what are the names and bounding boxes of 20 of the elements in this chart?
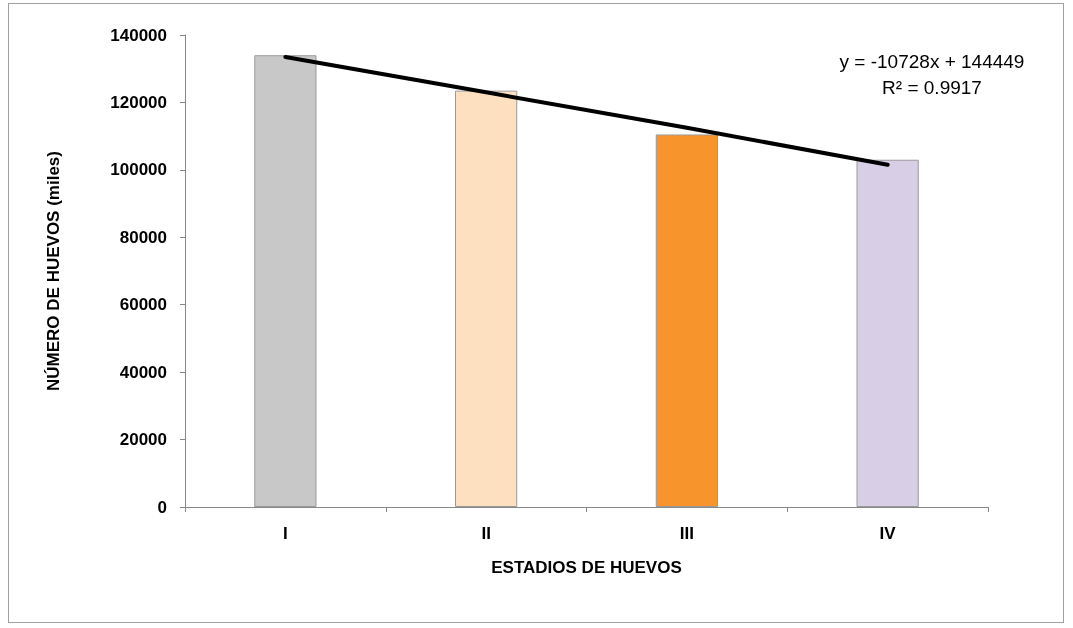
x-tick-label: II (481, 524, 491, 543)
x-tick-label: I (283, 524, 288, 543)
bar (254, 55, 317, 507)
annotation: R² = 0.9917 (882, 77, 982, 98)
bar (655, 134, 718, 507)
x-tick-label: III (679, 524, 694, 543)
y-tick-label: 140000 (110, 25, 167, 45)
y-tick-label: 120000 (110, 92, 167, 112)
annotation: y = -10728x + 144449 (839, 51, 1025, 72)
x-tick-label: IV (879, 524, 897, 543)
y-tick-label: 80000 (119, 227, 167, 247)
y-tick-label: 0 (157, 497, 167, 517)
y-axis-title: NÚMERO DE HUEVOS (miles) (44, 151, 63, 391)
y-tick-label: 60000 (119, 295, 167, 315)
bar (455, 90, 518, 507)
bar (856, 159, 919, 507)
x-axis-title: ESTADIOS DE HUEVOS (491, 558, 682, 577)
y-tick-label: 40000 (119, 362, 167, 382)
y-tick-label: 100000 (110, 160, 167, 180)
y-tick-label: 20000 (119, 430, 167, 450)
